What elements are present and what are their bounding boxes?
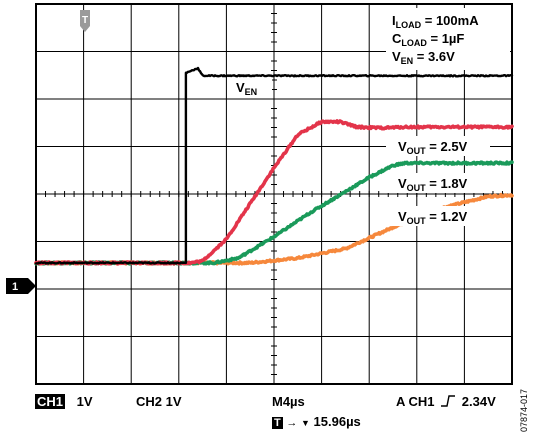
trigger-position-readout: T → ▼ 15.96µs: [272, 414, 361, 429]
series-label-v18: VOUT = 1.8V: [398, 176, 468, 193]
series-label-ven: VEN: [236, 80, 257, 97]
triangle-down-icon: ▼: [300, 418, 310, 428]
ch2-scale-readout: CH2 1V: [136, 394, 182, 409]
svg-text:T: T: [82, 15, 88, 26]
svg-text:1: 1: [12, 281, 18, 293]
trigger-marker: T: [80, 10, 90, 32]
trigger-position-icon: T: [272, 417, 283, 429]
series-label-v12: VOUT = 1.2V: [398, 209, 468, 226]
rising-edge-icon: [441, 395, 456, 407]
figure-id: 07874-017: [519, 388, 529, 432]
conditions-box: [386, 8, 510, 70]
trigger-readout: A CH1 2.34V: [396, 394, 496, 409]
ch1-ground-marker: 1: [6, 278, 36, 294]
arrow-right-icon: →: [286, 417, 298, 429]
condition-ven: VEN = 3.6V: [392, 49, 455, 66]
condition-iload: ILOAD = 100mA: [392, 13, 479, 30]
trace-ven: [34, 66, 514, 265]
series-label-v25: VOUT = 2.5V: [398, 139, 468, 156]
condition-cload: CLOAD = 1µF: [392, 31, 464, 48]
ch1-scale-readout: CH1 1V: [35, 394, 93, 409]
timebase-readout: M4µs: [272, 394, 305, 409]
ch1-badge: CH1: [35, 394, 66, 409]
